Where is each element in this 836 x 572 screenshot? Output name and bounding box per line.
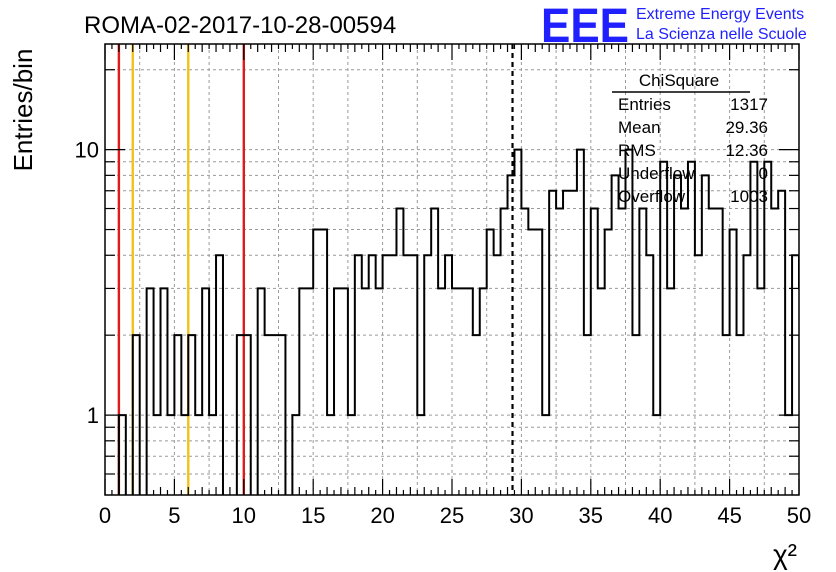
stat-label: RMS <box>618 141 656 160</box>
x-tick-labels: 0 5 10 15 20 25 30 35 40 45 50 <box>99 503 811 528</box>
stat-value: 1003 <box>730 187 768 206</box>
chart-title: ROMA-02-2017-10-28-00594 <box>84 12 396 39</box>
x-tick-label: 35 <box>579 503 603 528</box>
stats-rows: Entries 1317 Mean 29.36 RMS 12.36 Underflow 0 Ov… <box>618 95 768 206</box>
x-tick-label: 50 <box>787 503 811 528</box>
x-tick-label: 10 <box>232 503 256 528</box>
stat-label: Overflow <box>618 187 686 206</box>
x-tick-label: 20 <box>370 503 394 528</box>
y-tick-label: 1 <box>87 403 99 428</box>
y-axis-label: Entries/bin <box>8 49 38 172</box>
x-tick-label: 30 <box>509 503 533 528</box>
y-tick-label: 10 <box>75 138 99 163</box>
stat-value: 29.36 <box>725 118 768 137</box>
x-tick-label: 45 <box>717 503 741 528</box>
eee-logo-mark: EEE <box>541 0 629 53</box>
x-tick-label: 15 <box>301 503 325 528</box>
y-tick-labels: 1 10 <box>75 138 99 428</box>
stat-value: 12.36 <box>725 141 768 160</box>
stat-label: Mean <box>618 118 661 137</box>
x-axis-label: χ² <box>773 539 797 570</box>
stat-value: 1317 <box>730 95 768 114</box>
eee-logo: EEE Extreme Energy Events La Scienza nel… <box>541 0 807 53</box>
logo-line-1: Extreme Energy Events <box>636 6 804 23</box>
logo-line-2: La Scienza nelle Scuole <box>636 26 807 43</box>
histogram-bins <box>117 148 799 495</box>
stat-label: Underflow <box>618 164 695 183</box>
x-tick-label: 5 <box>168 503 180 528</box>
axes <box>104 43 800 496</box>
histogram-outline <box>117 148 799 495</box>
x-tick-label: 40 <box>648 503 672 528</box>
x-tick-label: 0 <box>99 503 111 528</box>
stat-label: Entries <box>618 95 671 114</box>
stats-box-title: ChiSquare <box>639 71 719 90</box>
x-tick-label: 25 <box>440 503 464 528</box>
stat-value: 0 <box>759 164 768 183</box>
stats-box: ChiSquare Entries 1317 Mean 29.36 RMS 12.36 Un… <box>612 71 768 206</box>
